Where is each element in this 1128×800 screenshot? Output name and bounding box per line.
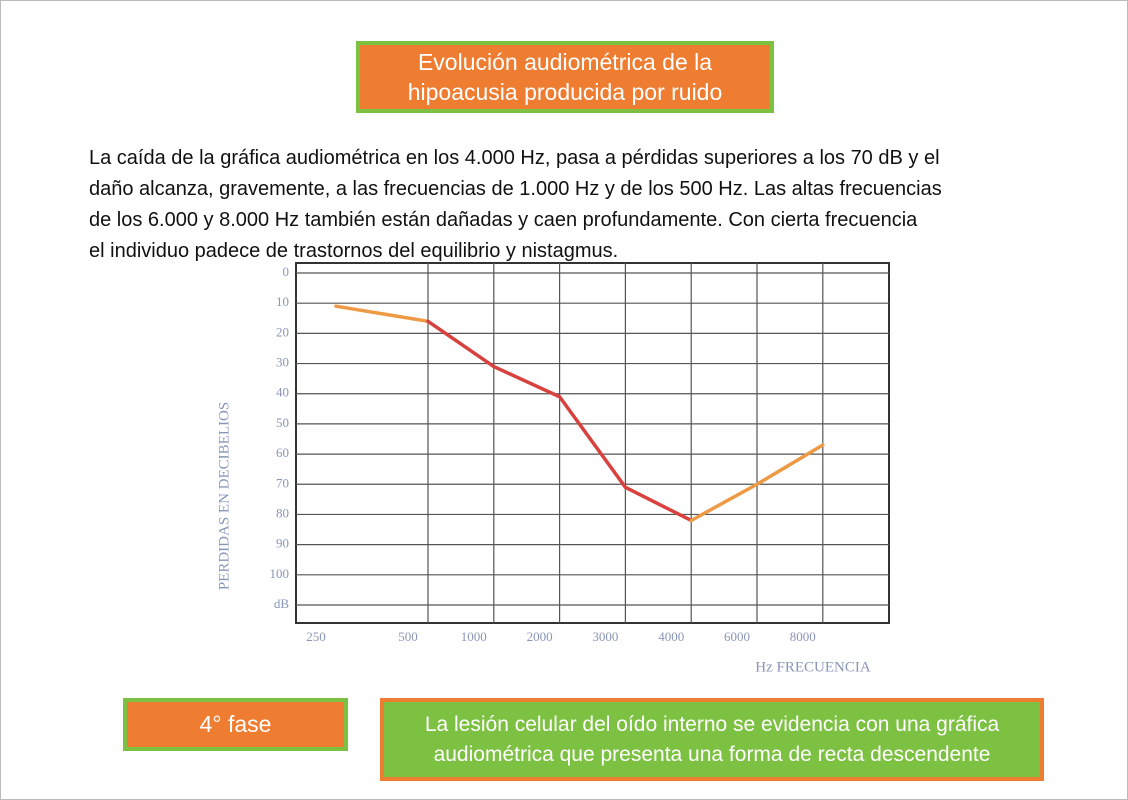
y-tick-label: 40 [276,385,289,400]
line-segment [492,364,562,399]
paragraph-line: el individuo padece de trastornos del eq… [89,240,619,262]
note-box: La lesión celular del oído interno se ev… [380,698,1044,781]
y-tick-label: 50 [276,415,289,430]
y-tick-label: 60 [276,445,289,460]
title-box: Evolución audiométrica de la hipoacusia … [356,41,774,113]
x-tick-label: 3000 [592,629,618,644]
line-segment [689,482,759,523]
y-tick-label: dB [274,596,290,611]
plot-frame [295,262,890,624]
y-axis-label: PERDIDAS EN DECIBELIOS [216,402,232,590]
line-segment [755,443,825,487]
x-tick-label: 2000 [527,629,553,644]
phase-box: 4° fase [123,698,348,751]
x-tick-label: 500 [398,629,418,644]
line-segment [557,394,628,490]
note-line: audiométrica que presenta una forma de r… [433,742,991,766]
y-tick-label: 70 [276,475,289,490]
note-line: La lesión celular del oído interno se ev… [424,712,1000,736]
line-segment [426,319,496,369]
y-tick-label: 90 [276,536,289,551]
title-line: hipoacusia producida por ruido [407,79,723,105]
paragraph-line: de los 6.000 y 8.000 Hz también están da… [89,209,918,231]
line-segment [334,304,430,324]
y-tick-label: 30 [276,355,289,370]
y-tick-label: 10 [276,294,289,309]
line-segment [623,485,693,523]
x-tick-label: 250 [306,629,326,644]
y-tick-label: 80 [276,505,289,520]
y-tick-label: 100 [270,566,290,581]
x-tick-label: 8000 [790,629,816,644]
paragraph-line: daño alcanza, gravemente, a las frecuenc… [89,178,942,200]
paragraph-line: La caída de la gráfica audiométrica en l… [89,147,940,169]
x-tick-label: 6000 [724,629,750,644]
phase-label: 4° fase [199,711,272,737]
x-axis-label: Hz FRECUENCIA [755,659,871,675]
y-tick-label: 20 [276,324,289,339]
title-line: Evolución audiométrica de la [417,49,713,75]
x-tick-label: 4000 [658,629,684,644]
y-tick-label: 0 [283,264,290,279]
x-tick-label: 1000 [461,629,487,644]
paragraph: La caída de la gráfica audiométrica en l… [89,143,942,267]
